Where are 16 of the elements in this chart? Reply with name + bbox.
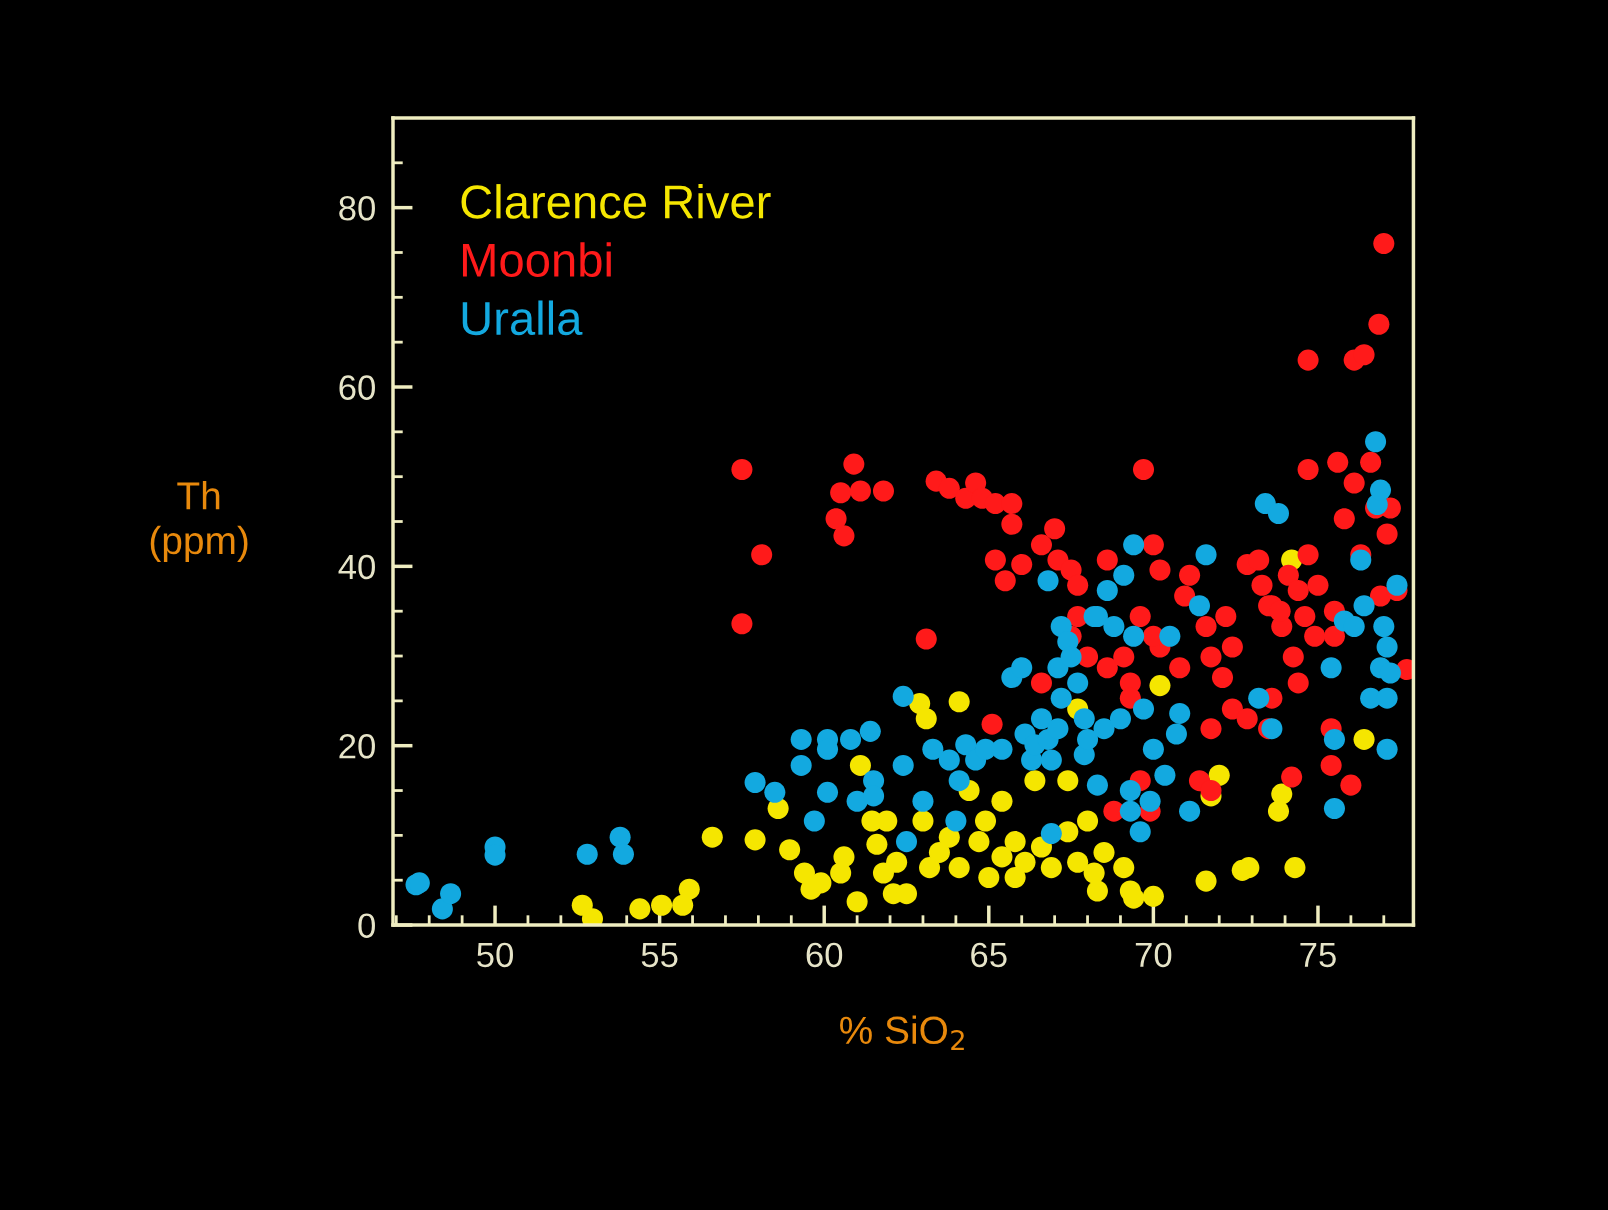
x-tick-label: 70 xyxy=(1135,942,1172,968)
y-tick-label: 60 xyxy=(339,375,375,400)
x-tick-label: 60 xyxy=(806,942,843,968)
text: Moonbi xyxy=(462,242,611,277)
x-tick-label: 75 xyxy=(1300,942,1336,968)
text: Clarence River xyxy=(461,184,771,219)
x-tick-label: 55 xyxy=(641,942,678,968)
y-tick-label: 40 xyxy=(338,554,375,580)
y-axis-title: Th (ppm) xyxy=(150,481,248,562)
y-tick-label: 0 xyxy=(358,913,375,938)
x-axis-title: % SiO$_{2}$ xyxy=(840,1015,964,1051)
text: Uralla xyxy=(462,300,583,336)
x-tick-label: 65 xyxy=(971,942,1007,968)
y-tick-label: 80 xyxy=(339,195,375,221)
y-tick-label: 20 xyxy=(339,734,375,759)
x-tick-label: 50 xyxy=(477,942,513,968)
